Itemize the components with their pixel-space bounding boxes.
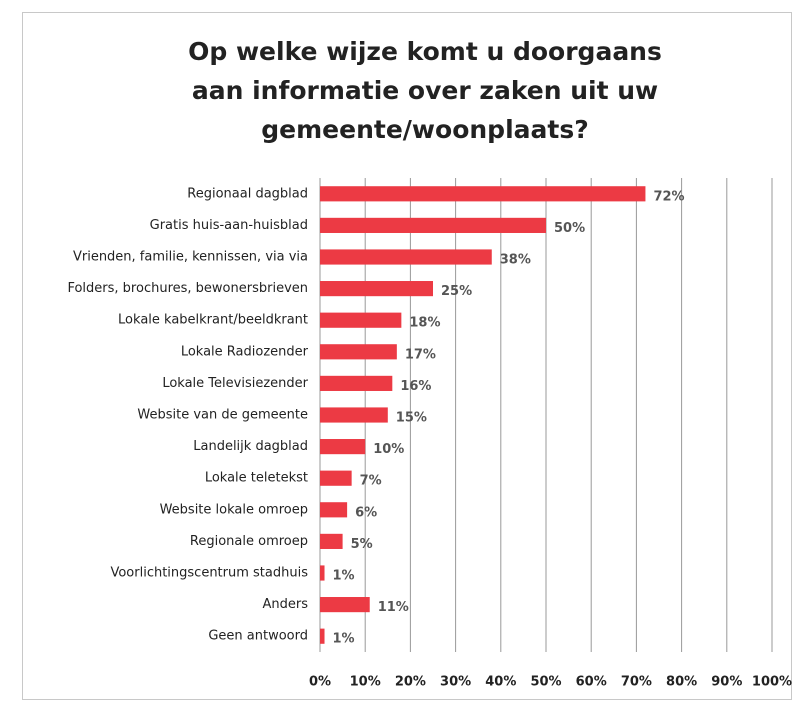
data-label: 7% <box>360 474 382 489</box>
y-tick-label: Anders <box>263 597 309 612</box>
y-tick-label: Regionale omroep <box>190 534 308 549</box>
bar <box>320 439 366 455</box>
y-tick-label: Lokale teletekst <box>205 471 308 486</box>
y-tick-label: Website van de gemeente <box>137 408 308 423</box>
bar <box>320 597 370 613</box>
data-label: 10% <box>373 442 404 457</box>
x-tick-label: 30% <box>440 675 471 690</box>
data-label: 17% <box>405 347 436 362</box>
y-tick-label: Geen antwoord <box>208 629 308 644</box>
y-tick-label: Voorlichtingscentrum stadhuis <box>110 566 308 581</box>
y-tick-label: Vrienden, familie, kennissen, via via <box>73 250 308 265</box>
x-tick-label: 50% <box>530 675 561 690</box>
bar <box>320 249 492 265</box>
y-tick-label: Gratis huis-aan-huisblad <box>150 218 308 233</box>
data-label: 6% <box>355 505 377 520</box>
data-label: 11% <box>378 600 409 615</box>
chart-frame <box>22 12 792 700</box>
data-label: 15% <box>396 411 427 426</box>
chart-title: Op welke wijze komt u doorgaans aan info… <box>188 37 662 144</box>
bar <box>320 375 393 391</box>
data-label: 25% <box>441 284 472 299</box>
bar <box>320 186 646 202</box>
bar <box>320 344 397 360</box>
y-tick-label: Folders, brochures, bewonersbrieven <box>67 281 308 296</box>
x-tick-label: 70% <box>621 675 652 690</box>
bar <box>320 565 325 581</box>
y-tick-label: Lokale kabelkrant/beeldkrant <box>118 313 308 328</box>
bar <box>320 407 388 423</box>
x-tick-label: 90% <box>711 675 742 690</box>
data-label: 38% <box>500 253 531 268</box>
bar <box>320 312 402 328</box>
x-tick-label: 10% <box>350 675 381 690</box>
x-tick-label: 80% <box>666 675 697 690</box>
data-label: 1% <box>333 569 355 584</box>
bar <box>320 281 433 297</box>
data-label: 50% <box>554 221 585 236</box>
y-tick-label: Landelijk dagblad <box>193 439 308 454</box>
x-tick-label: 20% <box>395 675 426 690</box>
y-tick-label: Regionaal dagblad <box>187 186 308 201</box>
x-tick-label: 40% <box>485 675 516 690</box>
x-tick-label: 0% <box>309 675 331 690</box>
data-label: 1% <box>333 632 355 647</box>
data-label: 72% <box>653 189 684 204</box>
bar <box>320 470 352 486</box>
y-tick-label: Lokale Radiozender <box>181 344 309 359</box>
y-tick-label: Lokale Televisiezender <box>162 376 308 391</box>
bar <box>320 502 348 518</box>
bar <box>320 533 343 549</box>
y-tick-label: Website lokale omroep <box>160 502 308 517</box>
x-tick-label: 60% <box>576 675 607 690</box>
x-tick-label: 100% <box>752 675 792 690</box>
data-label: 16% <box>400 379 431 394</box>
bar <box>320 217 546 233</box>
data-label: 5% <box>351 537 373 552</box>
bar <box>320 628 325 644</box>
data-label: 18% <box>409 316 440 331</box>
